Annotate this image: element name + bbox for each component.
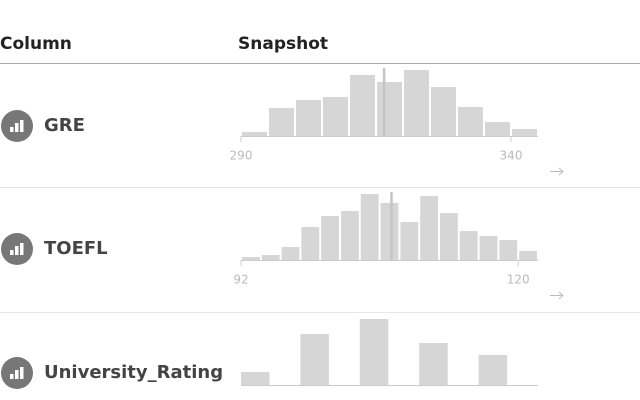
histogram-bar [485, 122, 510, 136]
histogram-bar [377, 82, 402, 136]
column-name: GRE [44, 115, 85, 136]
icon-bar [15, 246, 19, 255]
histogram-bar [404, 70, 429, 136]
histogram-bar [242, 257, 260, 260]
icon-bar [20, 243, 24, 255]
histogram-bar [499, 240, 518, 260]
column-header: Column [0, 34, 72, 54]
histogram-bar [479, 236, 498, 260]
expand-arrow [550, 167, 564, 176]
histogram-bar [360, 194, 379, 260]
icon-bar [15, 123, 19, 132]
column-name: University_Rating [44, 362, 223, 383]
icon-bar [20, 120, 24, 132]
histogram-bar [420, 196, 438, 260]
x-tick-label: 290 [230, 149, 253, 163]
histogram-bar [440, 213, 458, 260]
histogram-bar [269, 108, 294, 136]
histogram-bar [300, 334, 329, 385]
icon-bar [20, 367, 24, 379]
histogram-bar [323, 97, 348, 136]
histogram-bar [458, 107, 483, 136]
histogram-bar [400, 222, 419, 260]
expand-arrow [550, 291, 564, 300]
histogram-bar [512, 129, 537, 136]
histogram-bar [321, 216, 339, 260]
icon-bar [10, 374, 14, 379]
histogram-bar [261, 255, 280, 260]
histogram-bar [519, 251, 537, 260]
histogram-bar [459, 231, 478, 260]
x-tick-label: 340 [500, 149, 523, 163]
histogram-bar [296, 100, 321, 136]
icon-bar [10, 127, 14, 132]
histogram-bar [241, 372, 270, 385]
x-tick-label: 92 [233, 273, 248, 287]
histogram-bar [341, 211, 359, 260]
histogram-bar [431, 87, 456, 136]
histogram-bar [281, 247, 300, 260]
icon-bar [10, 250, 14, 255]
histogram-bar [359, 319, 389, 385]
snapshot-header: Snapshot [238, 34, 328, 54]
x-tick-label: 120 [507, 273, 530, 287]
histogram-bar [380, 203, 399, 260]
histogram-bar [478, 355, 508, 385]
histogram-bar [242, 132, 267, 136]
histogram-bar [419, 343, 448, 385]
column-name: TOEFL [44, 238, 108, 259]
icon-bar [15, 370, 19, 379]
histogram-bar [350, 75, 375, 136]
histogram-bar [301, 227, 320, 260]
